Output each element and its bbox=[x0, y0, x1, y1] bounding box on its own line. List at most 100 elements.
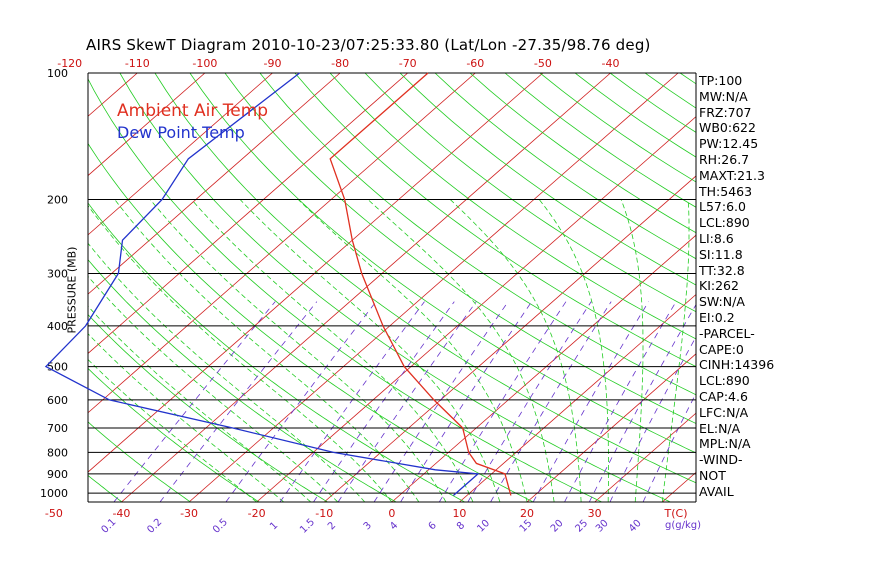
moist-adiabat-line bbox=[88, 358, 257, 502]
mixing-ratio-line bbox=[490, 301, 612, 502]
dry-adiabat-line bbox=[0, 73, 53, 502]
index-item: TT:32.8 bbox=[699, 262, 745, 278]
dry-adiabat-line bbox=[88, 202, 465, 502]
top-temp-tick-label: -120 bbox=[57, 57, 82, 70]
moist-adiabat-line bbox=[88, 204, 393, 502]
mixing-ratio-tick-label: 6 bbox=[427, 520, 439, 532]
index-item: SI:11.8 bbox=[699, 246, 743, 262]
index-item: TP:100 bbox=[699, 73, 743, 88]
dry-adiabat-line bbox=[88, 474, 123, 502]
dry-adiabat-line bbox=[88, 313, 328, 502]
isotherm-line bbox=[0, 73, 2, 502]
isotherm-line bbox=[88, 73, 341, 295]
legend-dew-point-temp: Dew Point Temp bbox=[117, 123, 245, 142]
mixing-ratio-tick-label: 1.5 bbox=[298, 517, 317, 536]
top-temp-tick-label: -90 bbox=[264, 57, 282, 70]
index-item: MAXT:21.3 bbox=[699, 167, 765, 183]
index-item: -PARCEL- bbox=[699, 325, 755, 341]
pressure-tick-label: 100 bbox=[47, 67, 68, 80]
index-item: TH:5463 bbox=[699, 183, 753, 199]
index-item: CAP:4.6 bbox=[699, 388, 748, 404]
pressure-tick-label: 800 bbox=[47, 446, 68, 459]
dry-adiabat-line bbox=[88, 367, 260, 502]
moist-adiabat-line bbox=[538, 199, 609, 502]
top-temp-tick-label: -60 bbox=[466, 57, 484, 70]
index-item: AVAIL bbox=[699, 483, 734, 499]
isotherm-line bbox=[88, 73, 544, 473]
mixing-ratio-tick-label: 15 bbox=[518, 518, 535, 535]
temp-tick-label: 30 bbox=[588, 507, 602, 520]
dry-adiabat-line bbox=[88, 142, 534, 502]
top-temp-tick-label: -40 bbox=[602, 57, 620, 70]
mixing-ratio-line bbox=[564, 301, 677, 502]
dry-adiabat-line bbox=[88, 421, 191, 502]
moist-adiabat-line bbox=[88, 305, 311, 502]
dry-adiabat-line bbox=[820, 73, 870, 502]
y-axis-label: PRESSURE (MB) bbox=[65, 246, 79, 334]
index-item: LFC:N/A bbox=[699, 404, 749, 420]
top-temp-tick-label: -70 bbox=[399, 57, 417, 70]
top-temp-tick-label: -100 bbox=[192, 57, 217, 70]
index-item: PW:12.45 bbox=[699, 136, 759, 152]
dry-adiabat-line bbox=[189, 73, 696, 454]
isotherm-line bbox=[526, 353, 696, 502]
isotherm-line bbox=[88, 73, 408, 354]
temp-unit-label: T(C) bbox=[664, 507, 688, 520]
index-item: NOT bbox=[699, 467, 726, 483]
mixing-ratio-line bbox=[373, 301, 509, 502]
mixing-ratio-tick-label: 40 bbox=[627, 518, 644, 535]
mixing-ratio-line bbox=[438, 301, 567, 502]
isotherm-line bbox=[459, 293, 696, 502]
moist-adiabat-line bbox=[88, 275, 339, 502]
moist-adiabat-line bbox=[88, 242, 366, 502]
mixing-ratio-tick-label: 3 bbox=[362, 520, 374, 532]
index-item: LCL:890 bbox=[699, 215, 750, 231]
mixing-ratio-line bbox=[532, 301, 650, 502]
index-item: WB0:622 bbox=[699, 120, 756, 136]
dew-point-temp-line bbox=[44, 72, 480, 496]
moist-adiabat-line bbox=[297, 199, 528, 502]
index-item: LI:8.6 bbox=[699, 230, 734, 246]
moist-adiabat-line bbox=[367, 199, 555, 502]
ambient-air-temp-line bbox=[329, 72, 512, 496]
moist-adiabat-line bbox=[449, 199, 582, 502]
dry-adiabat-line bbox=[399, 73, 696, 286]
isotherm-line bbox=[188, 73, 679, 502]
moist-adiabat-line bbox=[661, 199, 690, 502]
index-item: FRZ:707 bbox=[699, 104, 752, 120]
index-item: KI:262 bbox=[699, 278, 739, 294]
moist-adiabat-line bbox=[114, 199, 420, 502]
dry-adiabat-line bbox=[855, 73, 870, 502]
index-item: RH:26.7 bbox=[699, 151, 750, 167]
dry-adiabat-line bbox=[504, 73, 696, 208]
pressure-tick-label: 400 bbox=[47, 320, 68, 333]
moist-adiabat-line bbox=[191, 199, 474, 502]
mixing-ratio-tick-label: 8 bbox=[455, 520, 467, 532]
moist-adiabat-line bbox=[149, 199, 447, 502]
top-temp-tick-label: -80 bbox=[331, 57, 349, 70]
moist-adiabat-line bbox=[88, 333, 284, 502]
temp-tick-label: 20 bbox=[520, 507, 534, 520]
mixing-ratio-tick-label: 30 bbox=[594, 518, 611, 535]
pressure-tick-label: 600 bbox=[47, 394, 68, 407]
mixing-ratio-tick-label: 4 bbox=[388, 520, 400, 532]
mixing-ratio-tick-label: 0.2 bbox=[145, 517, 164, 536]
mixing-ratio-tick-label: 1 bbox=[268, 520, 280, 532]
dry-adiabat-line bbox=[119, 73, 671, 502]
index-item: EI:0.2 bbox=[699, 309, 735, 325]
index-item: SW:N/A bbox=[699, 294, 745, 310]
dry-adiabat-line bbox=[329, 73, 696, 340]
temp-tick-label: -50 bbox=[45, 507, 63, 520]
dry-adiabat-line bbox=[154, 73, 696, 484]
dry-adiabat-line bbox=[364, 73, 696, 313]
dry-adiabat-line bbox=[294, 73, 696, 367]
isotherm-line bbox=[121, 73, 611, 502]
mixing-ratio-tick-label: 2 bbox=[326, 520, 338, 532]
dry-adiabat-line bbox=[785, 73, 870, 502]
legend-ambient-air-temp: Ambient Air Temp bbox=[117, 101, 269, 121]
mixing-ratio-tick-label: 0.5 bbox=[211, 517, 230, 536]
mixing-ratio-line bbox=[113, 301, 276, 502]
stability-indices-list: TP:100 MW:N/A FRZ:707 WB0:622 PW:12.45 R… bbox=[699, 73, 774, 500]
